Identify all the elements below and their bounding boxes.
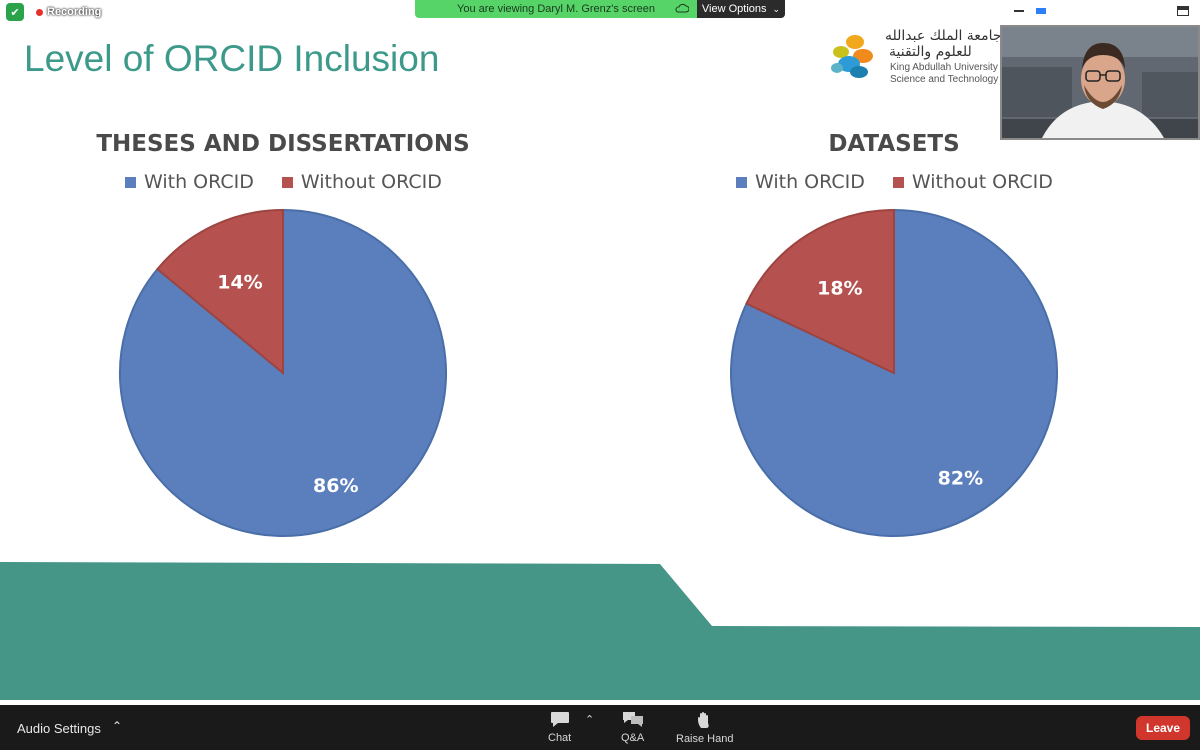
legend-label-without-orcid: Without ORCID <box>300 171 442 193</box>
audio-settings-button[interactable]: Audio Settings <box>17 721 101 736</box>
chart-datasets-title: DATASETS <box>828 131 960 157</box>
recording-label: Recording <box>47 6 102 18</box>
chat-button[interactable]: Chat <box>548 711 571 744</box>
view-options-label: View Options <box>701 3 767 15</box>
meeting-toolbar: Audio Settings ⌃ Chat ⌃ Q&A Raise Hand L… <box>0 705 1200 750</box>
cloud-icon <box>675 3 689 13</box>
kaust-logo: جامعة الملك عبدالله للعلوم والتقنية King… <box>825 28 1009 90</box>
qa-button[interactable]: Q&A <box>621 711 644 744</box>
legend-label-with-orcid: With ORCID <box>144 171 254 193</box>
qa-icon <box>622 712 643 727</box>
viewing-screen-banner: You are viewing Daryl M. Grenz's screen <box>415 0 697 18</box>
raise-hand-icon <box>697 712 709 728</box>
qa-label: Q&A <box>621 732 645 744</box>
pie-data-label-without-orcid: 14% <box>217 272 262 294</box>
chart-theses-legend: With ORCID Without ORCID <box>125 171 470 193</box>
meeting-status: ✔ Recording <box>0 0 101 24</box>
logo-english-line2: Science and Technology <box>890 74 999 85</box>
legend-label-without-orcid: Without ORCID <box>911 171 1053 193</box>
logo-english-line1: King Abdullah University of <box>890 62 1009 73</box>
participant-video-image <box>1002 27 1198 138</box>
chat-options-caret-icon[interactable]: ⌃ <box>585 714 595 726</box>
legend-item-with-orcid: With ORCID <box>736 171 865 193</box>
chart-datasets-pie: 82% 18% <box>730 208 1058 537</box>
audio-options-caret-icon[interactable]: ⌃ <box>112 719 123 733</box>
recording-indicator[interactable]: Recording <box>36 6 101 18</box>
pie-data-label-with-orcid: 86% <box>313 475 358 497</box>
legend-swatch-without-orcid <box>892 176 904 188</box>
video-view-icon[interactable] <box>1036 8 1046 14</box>
view-options-button[interactable]: View Options ⌄ <box>697 0 785 18</box>
chart-theses-pie: 86% 14% <box>119 208 447 537</box>
pie-slice-without-orcid <box>745 208 895 375</box>
pie-data-label-with-orcid: 82% <box>938 468 983 490</box>
legend-item-without-orcid: Without ORCID <box>281 171 442 193</box>
logo-arabic-line2: للعلوم والتقنية <box>889 44 972 60</box>
pie-slice-without-orcid <box>155 208 284 376</box>
slide-title: Level of ORCID Inclusion <box>24 38 440 79</box>
security-shield-icon[interactable]: ✔ <box>6 3 24 21</box>
legend-swatch-with-orcid <box>125 176 136 188</box>
chat-icon <box>550 712 569 727</box>
recording-dot-icon <box>36 8 43 16</box>
legend-item-without-orcid: Without ORCID <box>892 171 1053 193</box>
minimize-video-icon[interactable] <box>1014 10 1024 12</box>
exit-fullscreen-icon[interactable] <box>1177 6 1189 16</box>
kaust-logo-mark <box>831 35 873 78</box>
logo-arabic-line1: جامعة الملك عبدالله <box>885 28 1002 44</box>
participant-video-thumbnail[interactable] <box>1000 25 1200 140</box>
viewing-banner-text: You are viewing Daryl M. Grenz's screen <box>457 3 655 15</box>
legend-swatch-without-orcid <box>281 176 293 188</box>
legend-swatch-with-orcid <box>736 176 747 188</box>
chat-label: Chat <box>548 732 572 744</box>
chart-datasets-legend: With ORCID Without ORCID <box>736 171 1081 193</box>
raise-hand-button[interactable]: Raise Hand <box>676 711 733 745</box>
window-controls <box>1014 8 1046 14</box>
slide-footer-band <box>0 562 1200 700</box>
raise-hand-label: Raise Hand <box>676 733 734 745</box>
leave-button[interactable]: Leave <box>1136 716 1190 740</box>
pie-data-label-without-orcid: 18% <box>817 278 862 300</box>
chevron-down-icon: ⌄ <box>772 3 781 14</box>
legend-label-with-orcid: With ORCID <box>755 171 865 193</box>
legend-item-with-orcid: With ORCID <box>125 171 254 193</box>
chart-theses-title: THESES AND DISSERTATIONS <box>96 131 470 157</box>
